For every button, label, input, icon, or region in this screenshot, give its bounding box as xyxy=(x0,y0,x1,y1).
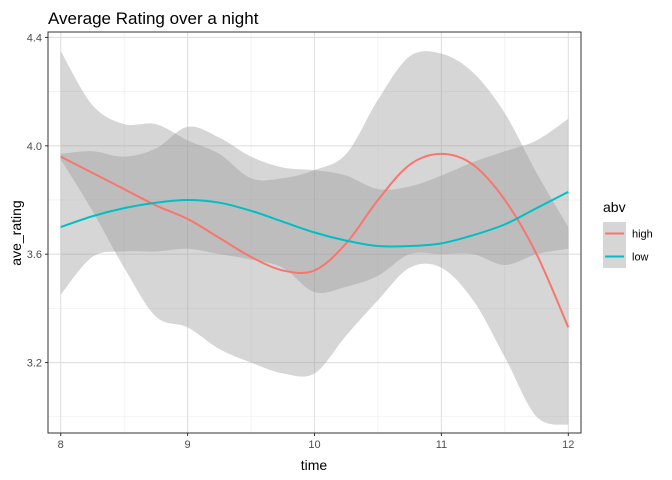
y-axis-title: ave_rating xyxy=(8,200,24,265)
y-tick-label: 4.0 xyxy=(27,141,42,153)
x-tick-label: 9 xyxy=(185,439,191,451)
ribbon-high xyxy=(60,50,569,425)
series-line-high xyxy=(60,152,570,328)
legend: abv high low xyxy=(603,199,653,268)
confidence-ribbons xyxy=(60,50,569,425)
legend-item-high: high xyxy=(603,222,653,245)
y-tick-label: 3.6 xyxy=(27,249,42,261)
legend-items: high low xyxy=(603,222,653,268)
legend-label: high xyxy=(632,229,653,241)
plot-area xyxy=(47,31,582,434)
x-tick-label: 12 xyxy=(562,439,574,451)
x-tick-label: 10 xyxy=(308,439,320,451)
x-tick-label: 11 xyxy=(436,439,447,451)
x-axis-ticks: 8 9 10 11 12 xyxy=(58,433,574,451)
series-lines xyxy=(60,152,570,328)
series-line-low xyxy=(60,190,569,248)
y-tick-label: 4.4 xyxy=(27,32,42,44)
y-axis-ticks: 3.2 3.6 4.0 4.4 xyxy=(27,32,48,370)
legend-item-low: low xyxy=(603,245,649,268)
ribbon-low xyxy=(60,118,569,295)
x-tick-label: 8 xyxy=(58,439,64,451)
legend-label: low xyxy=(632,252,649,264)
chart-title: Average Rating over a night xyxy=(48,9,259,28)
y-tick-label: 3.2 xyxy=(27,358,42,370)
x-axis-title: time xyxy=(301,457,328,473)
legend-title: abv xyxy=(603,199,626,215)
